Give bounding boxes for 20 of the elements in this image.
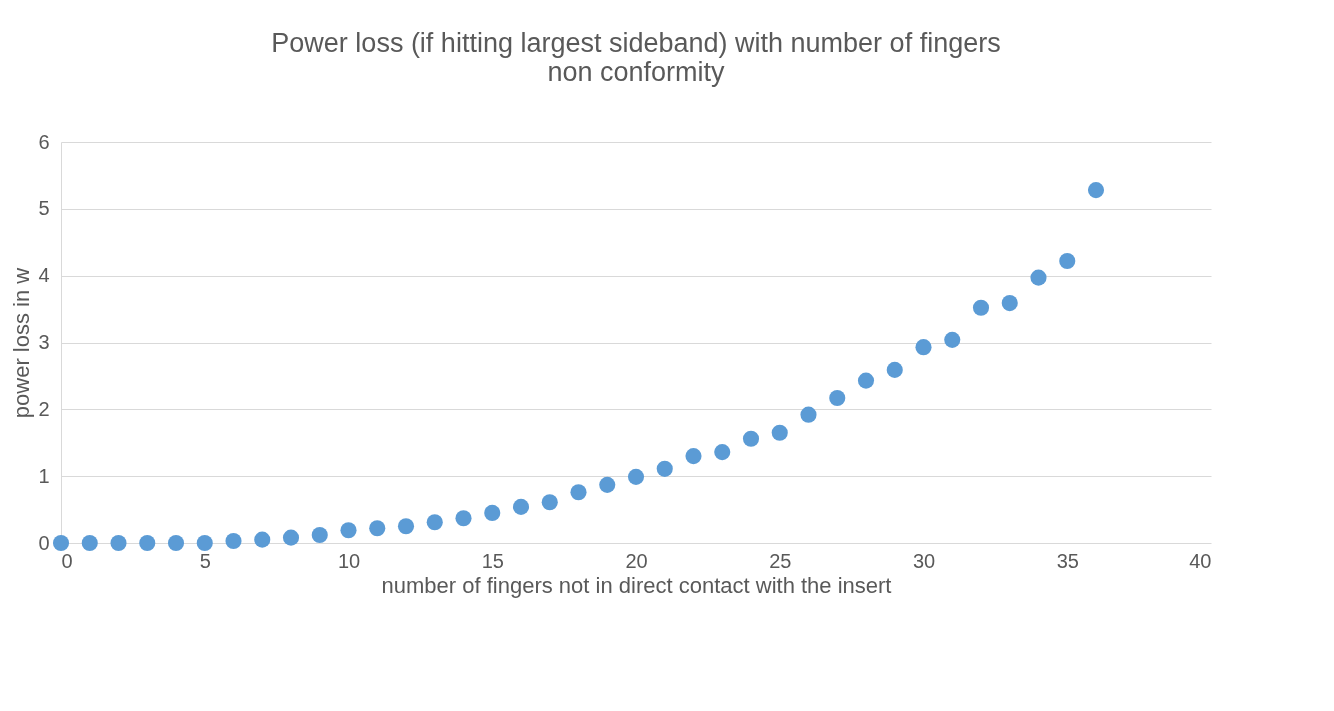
x-tick-label: 35 <box>1056 549 1079 572</box>
x-tick-label: 20 <box>625 549 648 572</box>
y-tick-label: 3 <box>38 331 50 353</box>
text: Power loss (if hitting largest sideband) with number of fingers <box>271 28 1001 58</box>
x-tick-label: 15 <box>481 549 504 572</box>
y-tick-label: 6 <box>38 130 50 153</box>
y-axis-title: power loss in w <box>9 267 35 419</box>
y-tick-label: 2 <box>38 397 50 420</box>
y-tick-label: 0 <box>38 531 50 554</box>
text: non conformity <box>547 57 725 87</box>
y-tick-label: 5 <box>38 197 50 220</box>
y-tick-label: 1 <box>38 464 50 487</box>
x-tick-label: 40 <box>1189 549 1212 572</box>
x-tick-label: 30 <box>912 549 936 572</box>
x-tick-label: 25 <box>769 549 792 572</box>
x-axis-title: number of fingers not in direct contact with the insert <box>381 572 892 598</box>
x-tick-label: 5 <box>199 549 211 572</box>
x-tick-label: 0 <box>61 549 73 572</box>
x-tick-label: 10 <box>337 549 361 572</box>
y-tick-label: 4 <box>38 264 50 287</box>
